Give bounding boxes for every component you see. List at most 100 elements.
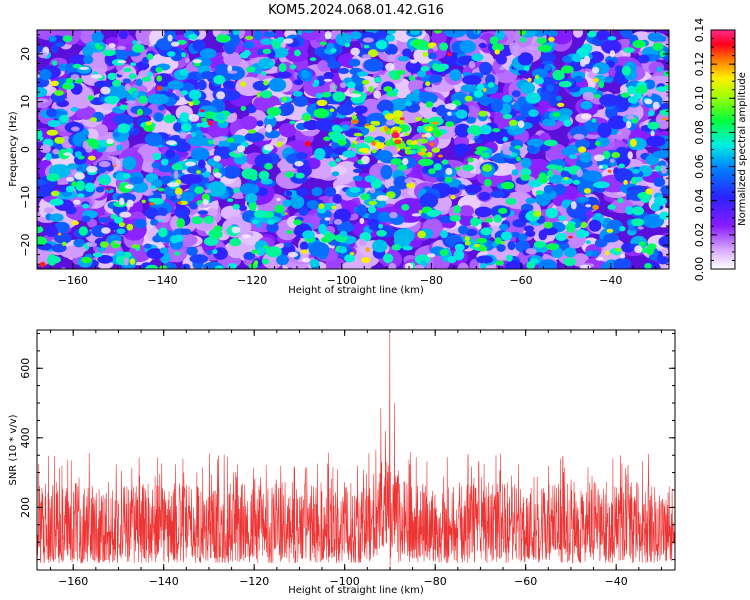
heatmap-cell: [514, 115, 527, 123]
heatmap-cell: [445, 121, 455, 128]
heatmap-cell: [392, 110, 403, 118]
heatmap-cell: [188, 33, 198, 40]
heatmap-cell: [385, 30, 397, 35]
heatmap-cell: [353, 168, 362, 173]
heatmap-cell: [118, 222, 126, 228]
heatmap-cell: [190, 131, 197, 137]
heatmap-cell: [619, 30, 634, 39]
heatmap-cell: [145, 264, 159, 269]
heatmap-cell: [548, 37, 555, 42]
heatmap-cell: [176, 39, 187, 45]
heatmap-cell: [495, 30, 505, 41]
heatmap-cell: [527, 77, 532, 82]
heatmap-cell: [528, 145, 536, 154]
heatmap-cell: [439, 42, 449, 51]
heatmap-cell: [558, 80, 572, 88]
heatmap-cell: [563, 119, 572, 127]
heatmap-cell: [256, 92, 261, 98]
heatmap-cell: [640, 195, 651, 203]
heatmap-cell: [526, 261, 536, 269]
heatmap-cell: [485, 132, 499, 142]
heatmap-cell: [511, 169, 519, 176]
heatmap-cell: [160, 158, 169, 166]
x-tick-label: −80: [424, 575, 447, 588]
heatmap-cell: [174, 187, 183, 196]
heatmap-cell: [126, 199, 134, 208]
heatmap-cell: [403, 132, 410, 136]
heatmap-cell: [263, 245, 269, 249]
heatmap-cell: [604, 76, 614, 84]
heatmap-cell: [157, 207, 168, 217]
heatmap-cell: [122, 156, 137, 171]
heatmap-cell: [341, 124, 350, 131]
heatmap-cell: [661, 117, 668, 121]
heatmap-cell: [324, 186, 337, 197]
heatmap-cell: [153, 112, 164, 122]
heatmap-cell: [552, 69, 565, 81]
heatmap-cell: [75, 105, 96, 120]
heatmap-cell: [174, 141, 191, 153]
heatmap-cell: [585, 240, 591, 245]
heatmap-cell: [413, 264, 425, 269]
heatmap-cell: [62, 35, 73, 43]
heatmap-cell: [61, 241, 67, 246]
heatmap-cell: [406, 182, 416, 189]
heatmap-cell: [553, 183, 567, 196]
heatmap-cell: [607, 115, 628, 130]
heatmap-cell: [409, 30, 421, 35]
heatmap-cell: [425, 101, 434, 108]
heatmap-cell: [538, 229, 548, 241]
heatmap-cell: [506, 254, 513, 262]
heatmap-cell: [144, 207, 159, 220]
heatmap-cell: [394, 139, 402, 145]
heatmap-cell: [265, 123, 273, 133]
heatmap-cell: [253, 210, 267, 218]
heatmap-cell: [482, 164, 493, 172]
heatmap-cell: [197, 79, 207, 91]
heatmap-cell: [421, 118, 429, 123]
heatmap-cell: [499, 66, 506, 70]
heatmap-cell: [54, 232, 72, 244]
heatmap-cell: [149, 202, 155, 206]
heatmap-cell: [536, 37, 547, 45]
heatmap-cell: [253, 30, 263, 41]
x-tick-label: −140: [149, 575, 179, 588]
heatmap-cell: [100, 86, 111, 95]
heatmap-cell: [295, 152, 308, 160]
heatmap-cell: [116, 46, 126, 50]
heatmap-cell: [389, 98, 408, 111]
heatmap-cell: [552, 112, 561, 117]
heatmap-cell: [73, 238, 85, 248]
heatmap-cell: [176, 194, 181, 199]
heatmap-cell: [131, 90, 139, 99]
heatmap-cell: [593, 181, 610, 189]
heatmap-cell: [598, 164, 603, 169]
heatmap-cell: [130, 62, 137, 67]
heatmap-cell: [50, 190, 60, 197]
heatmap-cell: [146, 53, 154, 60]
heatmap-cell: [350, 143, 356, 149]
heatmap-cell: [214, 265, 224, 269]
heatmap-cell: [406, 139, 413, 146]
heatmap-cell: [102, 49, 116, 57]
heatmap-cell: [399, 117, 405, 121]
heatmap-cell: [48, 35, 57, 43]
heatmap-cell: [285, 190, 293, 197]
heatmap-cell: [547, 30, 558, 37]
heatmap-cell: [473, 30, 481, 34]
heatmap-cell: [444, 176, 453, 183]
heatmap-cell: [237, 145, 246, 153]
heatmap-cell: [563, 247, 577, 258]
heatmap-cell: [609, 50, 616, 58]
heatmap-cell: [62, 84, 72, 90]
heatmap-cell: [323, 78, 333, 82]
heatmap-cell: [165, 149, 176, 159]
heatmap-cell: [377, 99, 394, 114]
heatmap-cell: [660, 102, 669, 110]
heatmap-cell: [449, 215, 461, 222]
heatmap-cell: [571, 53, 583, 63]
heatmap-cell: [144, 132, 163, 147]
heatmap-cell: [112, 79, 122, 87]
heatmap-cell: [328, 160, 337, 167]
snr-y-axis-label: SNR (10 * v/v): [8, 414, 19, 485]
